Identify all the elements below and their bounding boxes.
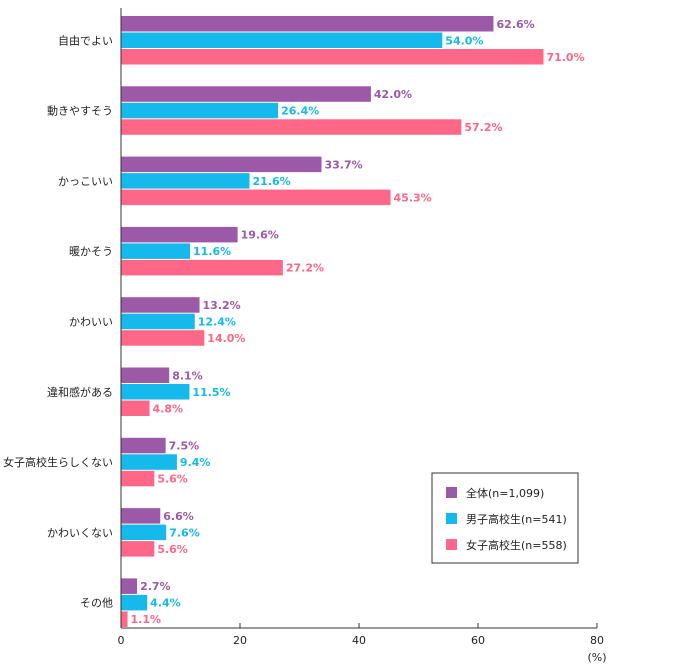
data-label: 27.2% [286, 262, 324, 275]
bar [121, 578, 138, 594]
x-tick-label: 80 [590, 634, 604, 647]
bar [121, 86, 371, 102]
x-tick-label: 60 [471, 634, 485, 647]
bar [121, 313, 195, 330]
category-label: 違和感がある [47, 385, 113, 399]
bar [121, 297, 200, 313]
legend-swatch [446, 513, 457, 524]
data-label: 57.2% [464, 121, 502, 134]
category-label: かっこいい [58, 175, 113, 188]
bar [121, 400, 150, 416]
bar [121, 454, 177, 470]
bar [121, 470, 155, 487]
data-label: 33.7% [325, 158, 363, 171]
data-label: 62.6% [496, 18, 534, 31]
legend-swatch [446, 539, 457, 550]
bar [121, 524, 167, 541]
data-label: 12.4% [198, 315, 236, 328]
data-label: 45.3% [394, 191, 432, 204]
bar [121, 49, 544, 65]
data-label: 54.0% [445, 34, 483, 47]
category-label: 動きやすそう [47, 104, 113, 118]
data-label: 5.6% [157, 473, 188, 486]
category-label: その他 [80, 597, 113, 610]
data-label: 7.6% [169, 526, 200, 539]
data-label: 71.0% [546, 51, 584, 64]
category-label: 暖かそう [69, 245, 113, 258]
data-label: 19.6% [241, 229, 279, 242]
bar [121, 173, 250, 189]
bar [121, 259, 283, 276]
legend-swatch [446, 487, 457, 498]
bar [121, 102, 279, 119]
bar [121, 32, 443, 48]
data-label: 26.4% [281, 105, 319, 118]
x-tick-label: 0 [118, 634, 125, 647]
data-label: 13.2% [203, 299, 241, 312]
legend-label: 全体(n=1,099) [466, 486, 544, 500]
legend-label: 男子高校生(n=541) [466, 512, 567, 526]
bar [121, 119, 462, 135]
bar [121, 437, 166, 454]
data-label: 14.0% [207, 332, 245, 345]
data-label: 11.6% [193, 245, 231, 258]
category-label: かわいくない [47, 526, 113, 539]
data-label: 4.8% [153, 402, 184, 415]
data-label: 6.6% [163, 510, 194, 523]
data-label: 42.0% [374, 88, 412, 101]
bar [121, 189, 391, 206]
category-label: かわいい [69, 315, 113, 328]
legend-label: 女子高校生(n=558) [466, 538, 567, 552]
bar [121, 611, 128, 627]
category-label: 女子高校生らしくない [3, 455, 113, 469]
bar [121, 16, 494, 32]
bar [121, 226, 238, 243]
bar [121, 367, 170, 383]
bar [121, 594, 148, 611]
data-label: 8.1% [172, 369, 203, 382]
x-tick-label: 20 [233, 634, 247, 647]
bar [121, 541, 155, 557]
data-label: 9.4% [180, 456, 211, 469]
data-label: 1.1% [131, 613, 162, 626]
bar [121, 384, 190, 400]
data-label: 5.6% [157, 543, 188, 556]
data-label: 7.5% [169, 440, 200, 453]
bar [121, 508, 161, 524]
data-label: 2.7% [140, 580, 171, 593]
data-label: 21.6% [253, 175, 291, 188]
category-label: 自由でよい [58, 33, 113, 47]
bar [121, 330, 205, 346]
x-axis-unit: (%) [587, 651, 606, 664]
x-tick-label: 40 [352, 634, 366, 647]
data-label: 4.4% [150, 597, 181, 610]
bar [121, 156, 322, 173]
bar [121, 243, 191, 259]
data-label: 11.5% [192, 386, 230, 399]
